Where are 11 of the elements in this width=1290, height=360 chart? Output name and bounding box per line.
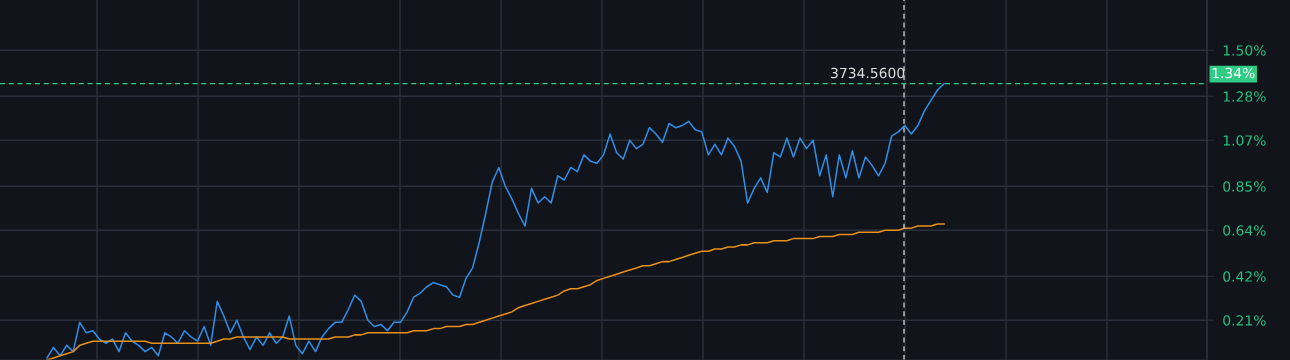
y-tick-label: 0.64% <box>1223 225 1266 236</box>
line-series <box>46 82 945 359</box>
y-tick-label: 0.21% <box>1223 315 1266 326</box>
ref-line-label: 1.34% <box>1212 67 1255 79</box>
y-tick-label: 1.28% <box>1223 91 1266 102</box>
y-tick-label: 0.42% <box>1223 271 1266 282</box>
y-tick-label: 1.50% <box>1223 45 1266 56</box>
annotation: 3734.5600 <box>831 67 905 79</box>
line-series <box>46 223 945 360</box>
y-tick-label: 1.07% <box>1223 135 1266 146</box>
y-tick-label: 0.85% <box>1223 181 1266 192</box>
